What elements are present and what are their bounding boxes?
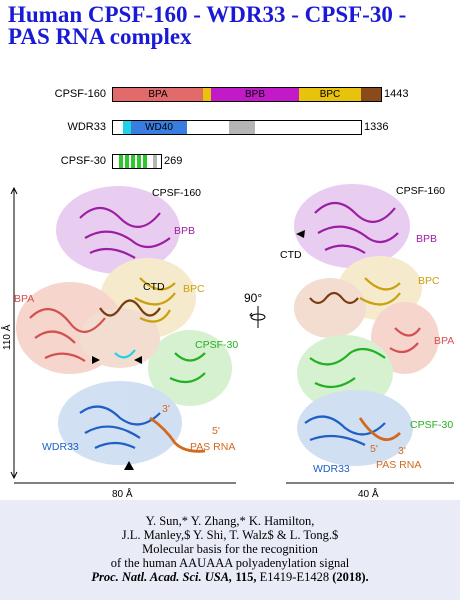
- structure-figure: CPSF-160 BPB BPA CTD BPC CPSF-30 WDR33 P…: [0, 184, 454, 500]
- left-pas-rna-label: PAS RNA: [190, 441, 235, 453]
- cpsf30-length: 269: [164, 155, 183, 167]
- bpa-segment: BPA: [113, 88, 203, 101]
- left-bpb-label: BPB: [174, 225, 195, 237]
- left-cpsf160-label: CPSF-160: [152, 187, 201, 199]
- citation-authors-2: J.L. Manley,$ Y. Shi, T. Walz$ & L. Tong…: [121, 528, 339, 542]
- cpsf30-bar: [112, 154, 162, 169]
- rotation-icon: [249, 306, 266, 328]
- right-width-label: 40 Å: [358, 487, 379, 500]
- left-3prime-label: 3': [162, 403, 170, 415]
- right-3prime-label: 3': [398, 445, 406, 457]
- left-cpsf30-label: CPSF-30: [195, 339, 238, 351]
- right-ribbons: [304, 201, 421, 446]
- zf-segment: [137, 155, 141, 168]
- right-bpa-label: BPA: [434, 335, 454, 347]
- citation-reference: Proc. Natl. Acad. Sci. USA, 115, E1419-E…: [0, 570, 460, 584]
- left-wdr33-label: WDR33: [42, 441, 79, 453]
- zf-segment: [125, 155, 129, 168]
- cpsf160-domain-label: CPSF-160: [54, 88, 106, 100]
- arrowhead-icon: [134, 356, 142, 364]
- right-bpb-surface: [294, 184, 410, 268]
- left-5prime-label: 5': [212, 425, 220, 437]
- right-cpsf30-label: CPSF-30: [410, 419, 453, 431]
- rotation-label: 90°: [244, 291, 262, 305]
- zf-segment: [119, 155, 123, 168]
- citation-box: Y. Sun,* Y. Zhang,* K. Hamilton, J.L. Ma…: [0, 500, 460, 600]
- left-arrowheads: [92, 356, 142, 470]
- arrowhead-icon: [92, 356, 100, 364]
- left-cpsf30-surface: [148, 330, 232, 406]
- bpb-segment: BPB: [211, 88, 299, 101]
- wdr33-gray-segment: [229, 121, 255, 134]
- cpsf160-length: 1443: [384, 88, 409, 100]
- citation-year: (2018).: [332, 570, 369, 584]
- left-width-label: 80 Å: [112, 487, 133, 500]
- domain-diagrams: CPSF-160 BPA BPB BPC 1443 WDR33 WD40 133…: [0, 80, 460, 176]
- left-bpb-surface: [56, 186, 180, 274]
- right-wdr33-surface: [297, 390, 413, 466]
- right-ctd-surface: [294, 278, 366, 338]
- cpsf160-bar: BPA BPB BPC: [112, 87, 382, 102]
- wd40-segment: WD40: [131, 121, 187, 134]
- page-title: Human CPSF-160 - WDR33 - CPSF-30 - PAS R…: [8, 2, 407, 49]
- arrowhead-icon: [296, 230, 305, 238]
- left-ribbons: [29, 206, 206, 453]
- bpc-small-segment: [203, 88, 211, 101]
- right-bpa-surface: [371, 302, 439, 374]
- cpsf30-domain-label: CPSF-30: [60, 155, 106, 167]
- citation-journal: Proc. Natl. Acad. Sci. USA,: [91, 570, 233, 584]
- zf-segment: [143, 155, 147, 168]
- right-wdr33-label: WDR33: [313, 463, 350, 475]
- wdr33-bar: WD40: [112, 120, 362, 135]
- citation-pages: E1419-E1428: [259, 570, 330, 584]
- left-ctd-label: CTD: [143, 281, 165, 293]
- right-ctd-label: CTD: [280, 249, 302, 261]
- bpc-segment: BPC: [299, 88, 361, 101]
- right-pas-rna-label: PAS RNA: [376, 459, 421, 471]
- left-bpc-label: BPC: [183, 283, 205, 295]
- right-bpc-label: BPC: [418, 275, 440, 287]
- wdr33-length: 1336: [364, 121, 389, 133]
- right-cpsf160-label: CPSF-160: [396, 185, 445, 197]
- right-5prime-label: 5': [370, 443, 378, 455]
- zf-segment: [131, 155, 135, 168]
- right-bpb-label: BPB: [416, 233, 437, 245]
- ctd-segment: [361, 88, 381, 101]
- citation-title-2: of the human AAUAAA polyadenylation sign…: [110, 556, 350, 570]
- citation-volume: 115,: [235, 570, 257, 584]
- right-structure: [294, 184, 439, 466]
- cpsf30-gray-segment: [153, 155, 157, 168]
- arrowhead-icon: [124, 461, 134, 470]
- citation-title-1: Molecular basis for the recognition: [142, 542, 318, 556]
- wdr33-n-segment: [123, 121, 131, 134]
- citation-authors-1: Y. Sun,* Y. Zhang,* K. Hamilton,: [145, 514, 315, 528]
- wdr33-domain-label: WDR33: [67, 121, 106, 133]
- height-scale-bar: [10, 186, 18, 480]
- left-wdr33-surface: [58, 381, 182, 465]
- left-structure: [16, 186, 232, 465]
- left-bpa-label: BPA: [14, 293, 34, 305]
- height-scale-label: 110 Å: [0, 324, 13, 350]
